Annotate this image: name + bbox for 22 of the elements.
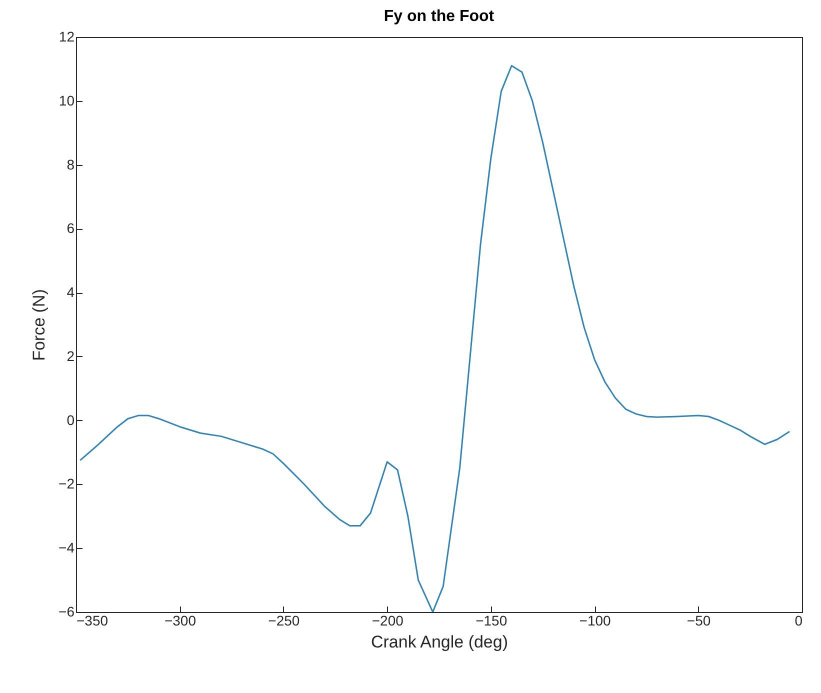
y-tick-label: 0 — [66, 412, 75, 428]
x-tick-label: −50 — [686, 612, 711, 628]
x-tick-label: −250 — [268, 612, 300, 628]
y-tick-label: 8 — [66, 156, 75, 172]
y-tick-label: 10 — [58, 92, 75, 108]
x-tick-label: −350 — [76, 612, 108, 628]
chart-title: Fy on the Foot — [384, 8, 495, 25]
y-axis-title: Force (N) — [30, 289, 49, 361]
y-tick-label: −4 — [58, 540, 75, 556]
y-tick-label: 6 — [66, 220, 75, 236]
y-tick-label: 2 — [66, 348, 75, 364]
x-tick-label: −100 — [579, 612, 612, 628]
y-tick-label: −2 — [58, 476, 75, 492]
y-tick-label: −6 — [58, 604, 75, 620]
x-tick-label: −200 — [372, 612, 404, 628]
line-series — [79, 65, 790, 612]
x-tick-label: −150 — [476, 612, 508, 628]
x-tick-label: 0 — [794, 612, 803, 628]
y-tick-label: 4 — [66, 284, 75, 300]
x-axis-title: Crank Angle (deg) — [370, 632, 508, 652]
x-tick-label: −300 — [164, 612, 196, 628]
y-tick-label: 12 — [58, 28, 75, 44]
